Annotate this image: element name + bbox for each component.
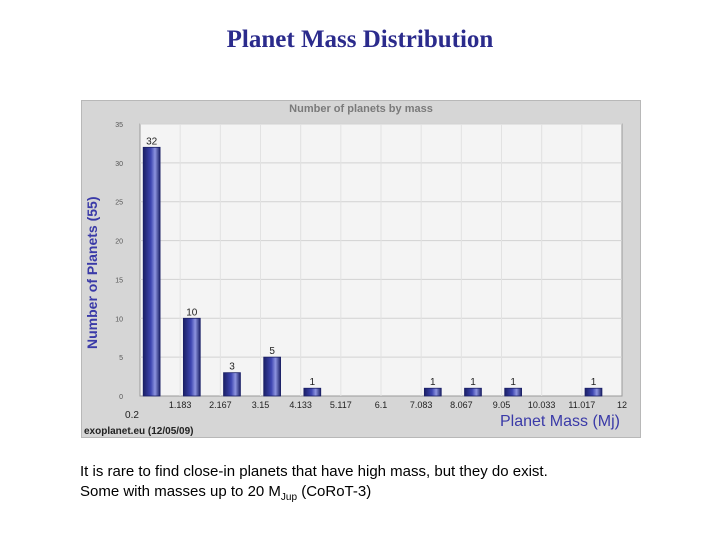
y-tick-label: 15: [115, 277, 123, 284]
bar: [263, 356, 281, 397]
x-tick-label: 2.167: [209, 400, 232, 410]
x-tick-label: 10.033: [528, 400, 556, 410]
bar: [584, 387, 603, 397]
caption-line-2-text: Some with masses up to 20 M: [80, 483, 281, 500]
bar: [423, 387, 442, 397]
bar-value-label: 1: [470, 377, 476, 388]
slide-title: Planet Mass Distribution: [226, 26, 494, 53]
source-note: exoplanet.eu (12/05/09): [84, 426, 194, 437]
x-axis-title: Planet Mass (Mj): [499, 413, 620, 430]
x-tick-label: 5.117: [330, 400, 352, 410]
bar-value-label: 5: [269, 346, 275, 357]
x-tick-label: 3.15: [252, 400, 270, 410]
x-tick-label: 0.2: [125, 410, 139, 421]
bar-value-label: 10: [186, 307, 198, 318]
y-tick-label: 0: [119, 394, 123, 401]
y-tick-label: 25: [115, 200, 123, 207]
bar: [142, 146, 161, 397]
x-tick-label: 4.133: [289, 400, 312, 410]
chart-panel: Number of planets by mass Number of Plan…: [81, 100, 641, 438]
bar: [303, 387, 322, 397]
x-tick-label: 8.067: [450, 400, 473, 410]
bar: [223, 372, 241, 397]
caption-line-2: Some with masses up to 20 MJup (CoRoT-3): [80, 482, 700, 508]
y-tick-label: 30: [115, 161, 123, 168]
bar: [464, 387, 482, 397]
y-tick-label: 5: [119, 355, 123, 362]
x-tick-label: 7.083: [410, 400, 433, 410]
y-tick-label: 10: [115, 316, 123, 323]
bar-value-label: 3: [229, 362, 235, 373]
x-tick-label: 1.183: [169, 400, 192, 410]
x-tick-label: 6.1: [375, 400, 388, 410]
bar-value-label: 32: [146, 136, 158, 147]
x-tick-label: 11.017: [568, 400, 595, 410]
chart-title: Number of planets by mass: [289, 103, 433, 115]
bar: [182, 317, 201, 397]
caption: It is rare to find close-in planets that…: [80, 462, 700, 508]
x-tick-label: 12: [617, 400, 627, 410]
bar-value-label: 1: [430, 377, 436, 388]
caption-line-1: It is rare to find close-in planets that…: [80, 463, 548, 480]
caption-subscript: Jup: [280, 492, 298, 503]
x-tick-label: 9.05: [493, 400, 511, 410]
bar-value-label: 1: [310, 377, 316, 388]
y-tick-label: 20: [115, 239, 123, 246]
y-tick-label: 35: [115, 122, 123, 129]
caption-line-2-tail: (CoRoT-3): [297, 483, 372, 500]
bar-value-label: 1: [510, 377, 516, 388]
bar-value-label: 1: [591, 377, 597, 388]
bar: [504, 387, 522, 397]
